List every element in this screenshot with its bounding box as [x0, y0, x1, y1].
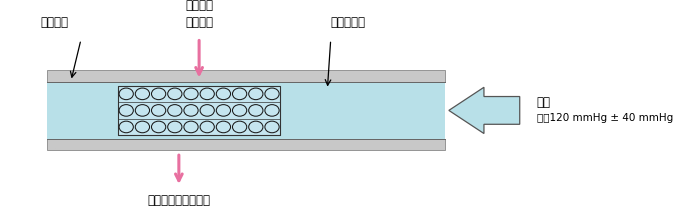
Text: 加圧: 加圧 — [537, 96, 551, 109]
Text: 外径計測（非接触）: 外径計測（非接触） — [148, 194, 211, 207]
Bar — [47, 70, 445, 82]
Bar — [118, 85, 280, 135]
Text: 生理食塩水: 生理食塩水 — [330, 16, 365, 28]
Text: 例：120 mmHg ± 40 mmHg: 例：120 mmHg ± 40 mmHg — [537, 113, 673, 123]
Text: （検体）: （検体） — [185, 16, 213, 28]
Polygon shape — [449, 87, 519, 134]
Bar — [47, 82, 445, 139]
Text: ステント: ステント — [185, 0, 213, 12]
Text: 模擬血管: 模擬血管 — [40, 16, 68, 28]
Bar — [47, 139, 445, 150]
